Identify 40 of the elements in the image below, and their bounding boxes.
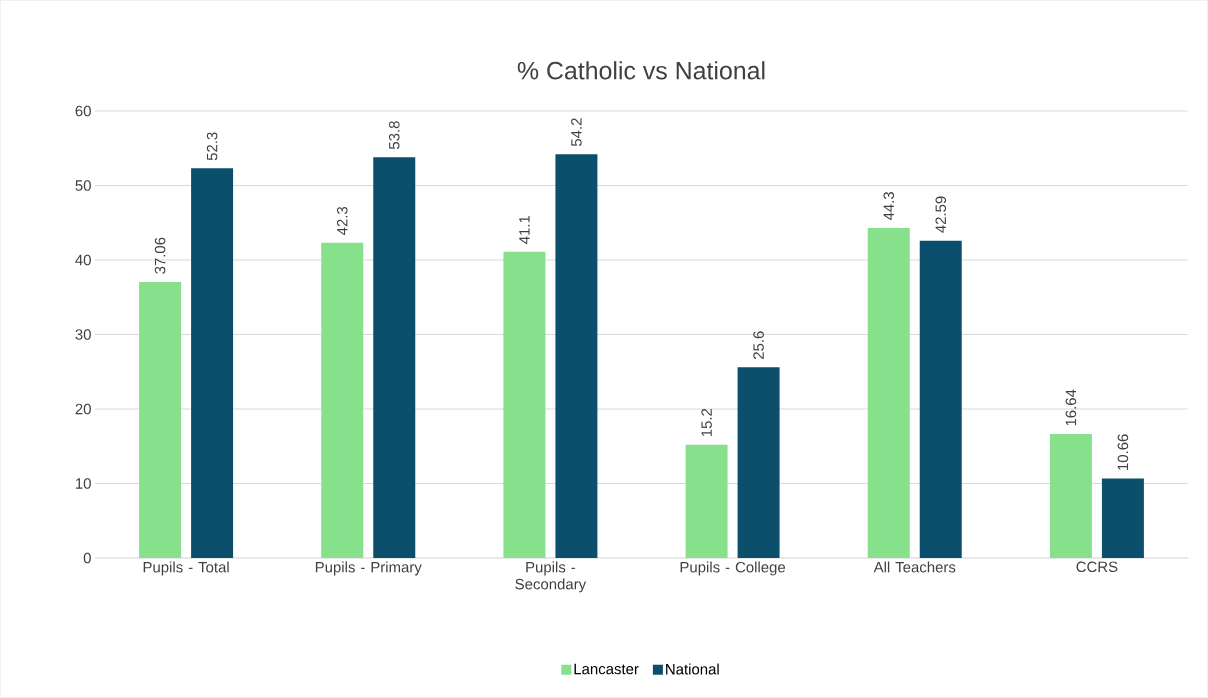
legend-label: National [666, 663, 719, 675]
data-label: 42.3 [336, 206, 348, 235]
x-tick-label: CCRS [1076, 561, 1118, 573]
data-label: 53.8 [388, 121, 400, 150]
y-tick-label: 30 [75, 329, 91, 340]
bar [555, 154, 598, 558]
bar [503, 251, 546, 558]
data-label: 54.2 [571, 118, 582, 147]
data-label: 52.3 [206, 132, 218, 161]
x-tick-label: All Teachers [873, 561, 956, 573]
data-label: 42.59 [935, 196, 947, 233]
data-label: 15.2 [701, 408, 712, 437]
bar [919, 240, 962, 558]
chart-title: % Catholic vs National [517, 61, 765, 80]
data-label: 10.66 [1117, 434, 1129, 470]
x-tick-label: Pupils - College [680, 561, 786, 576]
y-tick-label: 20 [75, 403, 91, 415]
y-tick-label: 0 [83, 552, 91, 564]
bar [139, 281, 182, 558]
bar [1101, 478, 1144, 558]
y-tick-label: 50 [75, 180, 91, 191]
bar [685, 444, 728, 558]
x-tick-label: Pupils - Total [143, 561, 229, 576]
bar [867, 227, 910, 558]
bar [191, 168, 234, 558]
y-tick-label: 60 [75, 105, 91, 117]
y-tick-label: 10 [76, 478, 91, 489]
data-label: 16.64 [1065, 389, 1077, 426]
x-tick-label: Pupils - Primary [315, 561, 422, 576]
bar [373, 157, 416, 558]
y-tick-label: 40 [75, 254, 91, 266]
data-label: 44.3 [883, 192, 895, 221]
bar [1049, 434, 1092, 558]
data-label: 37.06 [154, 237, 166, 274]
legend-label: Lancaster [574, 663, 639, 675]
bar [737, 367, 780, 558]
bar [321, 242, 364, 558]
data-label: 41.1 [519, 215, 530, 244]
data-label: 25.6 [753, 331, 764, 359]
x-tick-label: Pupils - Secondary [515, 561, 587, 593]
